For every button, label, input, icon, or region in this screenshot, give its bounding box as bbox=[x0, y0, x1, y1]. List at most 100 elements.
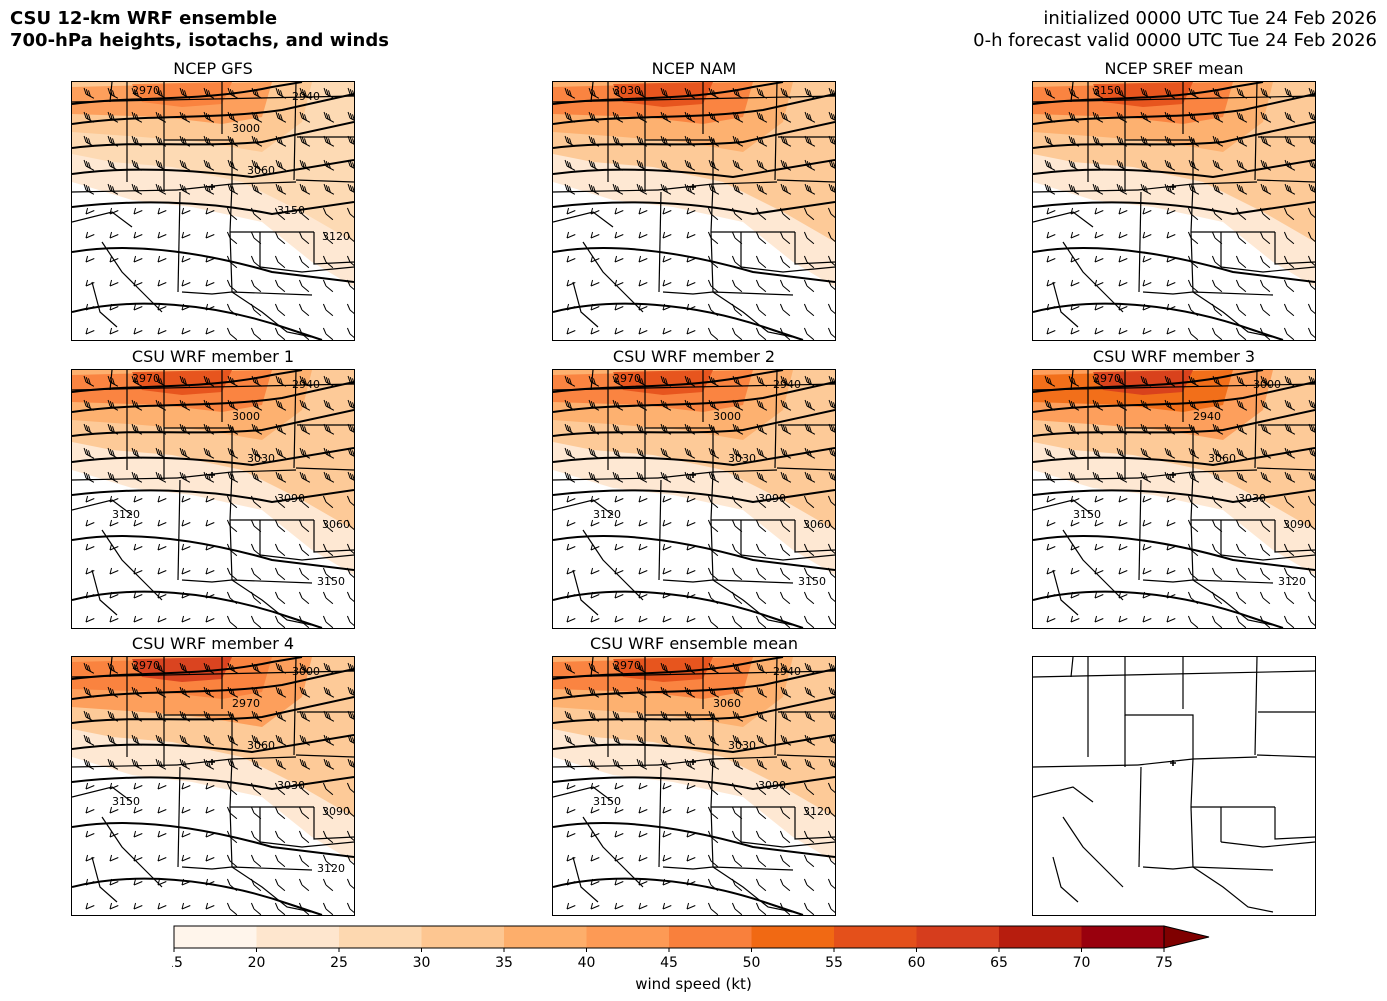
wind-barb bbox=[662, 615, 672, 623]
wind-barb bbox=[1259, 327, 1271, 340]
wind-barb bbox=[827, 806, 835, 818]
wind-barb bbox=[1116, 159, 1128, 171]
wind-barb bbox=[662, 830, 672, 838]
wind-barb bbox=[827, 327, 835, 339]
wind-barb bbox=[299, 111, 311, 123]
wind-barb bbox=[756, 662, 768, 674]
wind-barb bbox=[636, 375, 648, 387]
wind-barb bbox=[107, 87, 119, 99]
wind-barb bbox=[1166, 543, 1176, 551]
contour-label: 3120 bbox=[317, 862, 345, 875]
wind-barb bbox=[828, 399, 835, 409]
wind-barb bbox=[755, 615, 767, 628]
wind-barb bbox=[828, 159, 835, 169]
wind-barb bbox=[1283, 543, 1295, 557]
wind-barb bbox=[780, 87, 792, 99]
wind-barb bbox=[662, 207, 672, 215]
wind-barb bbox=[1118, 279, 1128, 287]
map-panel-member3: 29703000294030603030309031503120 bbox=[1032, 369, 1316, 629]
wind-barb bbox=[322, 806, 334, 820]
state-boundary bbox=[1033, 764, 1139, 768]
wind-barb bbox=[346, 567, 354, 579]
wind-barb bbox=[298, 854, 310, 868]
colorbar-tick-label: 60 bbox=[908, 955, 926, 971]
station-marker bbox=[690, 759, 696, 765]
wind-barb bbox=[1188, 87, 1200, 99]
wind-barb bbox=[347, 423, 354, 433]
wind-barb bbox=[107, 183, 119, 195]
wind-barb bbox=[1068, 423, 1080, 435]
state-boundary bbox=[1033, 211, 1094, 228]
panel-title-member3: CSU WRF member 3 bbox=[1092, 347, 1256, 366]
wind-barb bbox=[803, 543, 815, 557]
wind-barb bbox=[755, 495, 767, 509]
wind-barb bbox=[1188, 111, 1200, 123]
wind-barb bbox=[662, 327, 672, 335]
state-boundary bbox=[163, 82, 233, 184]
wind-barb bbox=[274, 279, 286, 293]
wind-barb bbox=[155, 471, 167, 483]
wind-barb bbox=[684, 399, 696, 411]
wind-barb bbox=[85, 878, 95, 886]
colorbar-swatch bbox=[339, 926, 422, 948]
wind-barb bbox=[181, 495, 191, 503]
height-contour bbox=[72, 489, 354, 504]
state-boundary bbox=[177, 479, 181, 581]
wind-barb bbox=[1284, 399, 1296, 411]
state-boundary bbox=[572, 281, 599, 328]
wind-barb bbox=[707, 231, 719, 245]
wind-barb bbox=[732, 375, 744, 387]
wind-barb bbox=[1211, 567, 1223, 581]
wind-barb bbox=[346, 255, 354, 267]
wind-barb bbox=[590, 231, 600, 239]
wind-barb bbox=[684, 710, 696, 722]
contour-label: 3150 bbox=[1093, 84, 1121, 97]
wind-barb bbox=[828, 686, 835, 696]
height-contour bbox=[553, 822, 835, 858]
wind-barb bbox=[756, 375, 768, 387]
wind-barb bbox=[660, 447, 672, 459]
wind-barb bbox=[566, 543, 576, 551]
wind-barb bbox=[1164, 447, 1176, 459]
wind-barb bbox=[109, 279, 119, 287]
state-boundary bbox=[181, 866, 313, 913]
wind-barb bbox=[251, 423, 263, 435]
wind-barb bbox=[323, 423, 335, 435]
wind-barb bbox=[684, 183, 696, 195]
wind-barb bbox=[179, 686, 191, 698]
wind-barb bbox=[205, 495, 215, 503]
wind-barb bbox=[1307, 519, 1315, 531]
wind-barb bbox=[226, 279, 238, 293]
wind-barb bbox=[299, 686, 311, 698]
wind-barb bbox=[803, 303, 815, 317]
wind-barb bbox=[1116, 375, 1128, 387]
wind-barb bbox=[731, 806, 743, 820]
wind-barb bbox=[1068, 183, 1080, 195]
wind-barb bbox=[1307, 303, 1315, 315]
wind-barb bbox=[1259, 495, 1271, 509]
wind-barb bbox=[346, 615, 354, 627]
wind-barb bbox=[179, 375, 191, 387]
wind-barb bbox=[1235, 615, 1247, 628]
state-boundary bbox=[72, 211, 133, 228]
wind-barb bbox=[779, 231, 791, 245]
wind-barb bbox=[157, 495, 167, 503]
state-boundary bbox=[163, 370, 233, 472]
contour-label: 2970 bbox=[232, 697, 260, 710]
state-boundary bbox=[177, 766, 181, 868]
wind-barb bbox=[588, 111, 600, 123]
wind-barb bbox=[203, 471, 215, 483]
wind-barb bbox=[1235, 519, 1247, 533]
wind-barb bbox=[707, 255, 719, 269]
wind-barb bbox=[755, 782, 767, 796]
wind-barb bbox=[780, 183, 792, 195]
wind-barb bbox=[732, 758, 744, 770]
title-line-2: 700-hPa heights, isotachs, and winds bbox=[10, 30, 389, 51]
wind-barb bbox=[179, 111, 191, 123]
wind-barb bbox=[226, 615, 238, 628]
wind-barb bbox=[780, 662, 792, 674]
wind-barb bbox=[1166, 519, 1176, 527]
wind-barb bbox=[1046, 567, 1056, 575]
wind-barb bbox=[1235, 591, 1247, 605]
wind-barb bbox=[226, 519, 238, 533]
